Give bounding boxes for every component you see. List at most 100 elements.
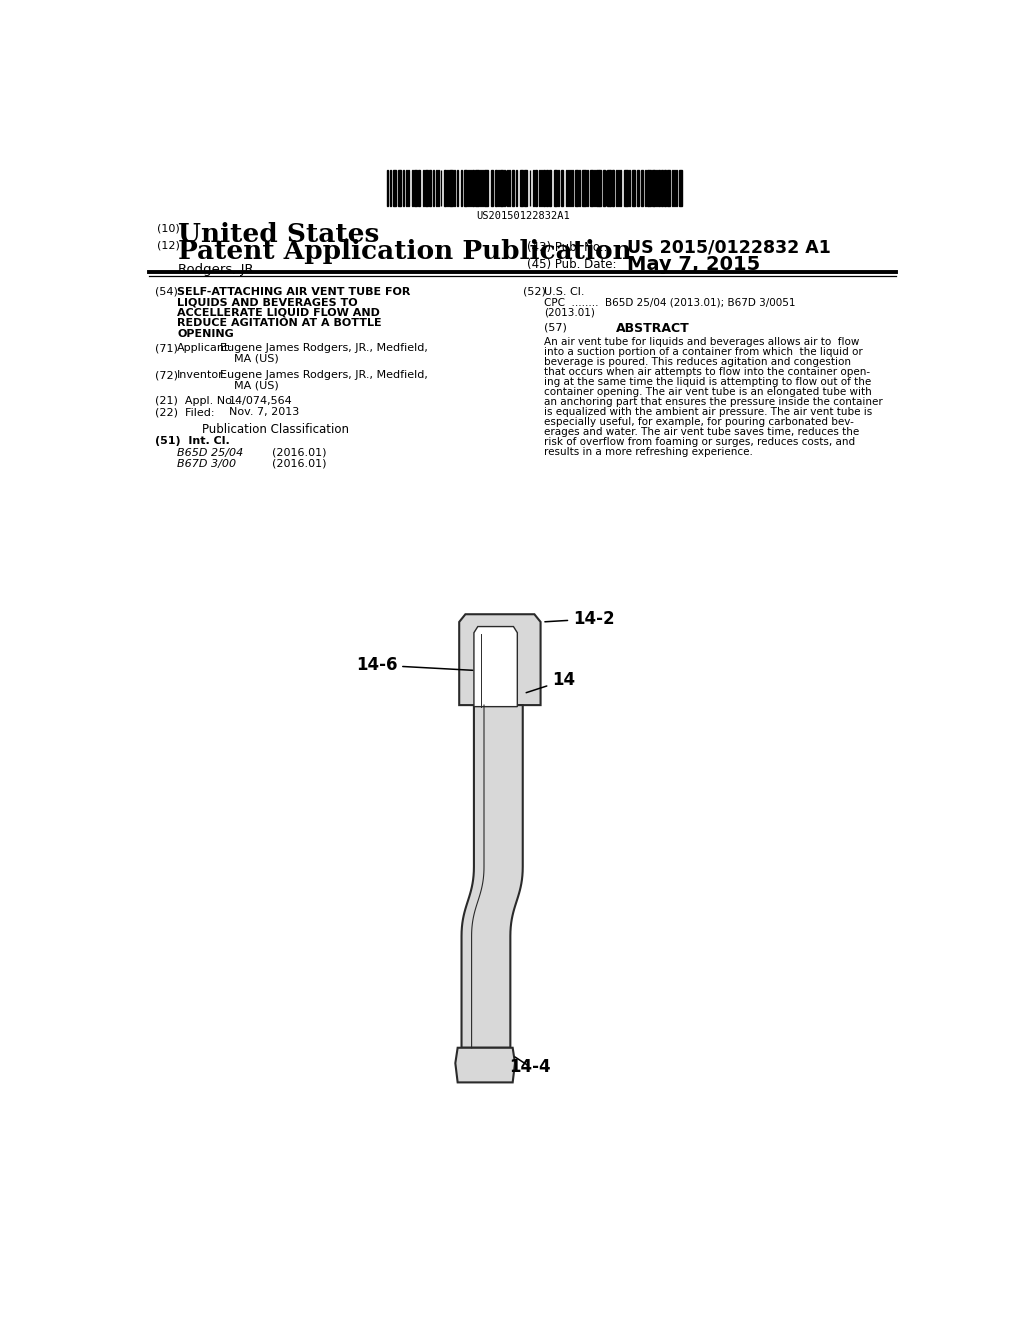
Bar — [557, 170, 558, 206]
Bar — [403, 170, 404, 206]
Bar — [465, 170, 467, 206]
Text: (2016.01): (2016.01) — [271, 459, 326, 469]
Bar — [660, 170, 662, 206]
Text: 14: 14 — [526, 672, 575, 693]
Text: U.S. Cl.: U.S. Cl. — [544, 286, 584, 297]
Bar — [429, 170, 430, 206]
Bar — [590, 170, 593, 206]
Bar — [641, 170, 642, 206]
Bar — [451, 170, 452, 206]
Bar — [494, 170, 496, 206]
Text: that occurs when air attempts to flow into the container open-: that occurs when air attempts to flow in… — [544, 367, 870, 378]
Text: LIQUIDS AND BEVERAGES TO: LIQUIDS AND BEVERAGES TO — [177, 297, 358, 308]
Bar — [418, 170, 419, 206]
Text: Nov. 7, 2013: Nov. 7, 2013 — [229, 407, 299, 417]
Text: SELF-ATTACHING AIR VENT TUBE FOR: SELF-ATTACHING AIR VENT TUBE FOR — [177, 286, 410, 297]
Bar — [472, 170, 474, 206]
Text: erages and water. The air vent tube saves time, reduces the: erages and water. The air vent tube save… — [544, 428, 859, 437]
Text: B67D 3/00: B67D 3/00 — [177, 459, 236, 469]
Bar — [524, 170, 526, 206]
Text: into a suction portion of a container from which  the liquid or: into a suction portion of a container fr… — [544, 347, 862, 356]
Text: Eugene James Rodgers, JR., Medfield,: Eugene James Rodgers, JR., Medfield, — [220, 370, 428, 380]
Text: beverage is poured. This reduces agitation and congestion: beverage is poured. This reduces agitati… — [544, 358, 851, 367]
Bar — [648, 170, 651, 206]
Bar — [615, 170, 616, 206]
Text: May 7, 2015: May 7, 2015 — [627, 256, 760, 275]
Text: (2013.01): (2013.01) — [544, 308, 595, 317]
Bar — [397, 170, 399, 206]
Text: results in a more refreshing experience.: results in a more refreshing experience. — [544, 447, 753, 457]
Bar — [678, 170, 681, 206]
Text: Publication Classification: Publication Classification — [202, 422, 348, 436]
Text: ACCELLERATE LIQUID FLOW AND: ACCELLERATE LIQUID FLOW AND — [177, 308, 380, 318]
Text: United States: United States — [177, 222, 379, 247]
Bar — [392, 170, 396, 206]
Text: (12): (12) — [157, 240, 179, 251]
Bar — [568, 170, 569, 206]
Bar — [596, 170, 598, 206]
Bar — [548, 170, 551, 206]
Text: OPENING: OPENING — [177, 329, 233, 338]
Bar — [578, 170, 580, 206]
Bar — [545, 170, 547, 206]
Text: (43) Pub. No.:: (43) Pub. No.: — [526, 240, 606, 253]
Polygon shape — [474, 627, 517, 706]
Text: (52): (52) — [522, 286, 545, 297]
Bar — [453, 170, 454, 206]
Text: MA (US): MA (US) — [234, 380, 279, 391]
Bar — [432, 170, 434, 206]
Text: (2016.01): (2016.01) — [271, 447, 326, 458]
Text: (10): (10) — [157, 223, 179, 234]
Bar — [484, 170, 487, 206]
Bar — [651, 170, 653, 206]
Bar — [542, 170, 545, 206]
Polygon shape — [461, 705, 522, 1048]
Bar — [554, 170, 556, 206]
Bar — [448, 170, 450, 206]
Text: (54): (54) — [155, 286, 178, 297]
Text: ing at the same time the liquid is attempting to flow out of the: ing at the same time the liquid is attem… — [544, 378, 871, 387]
Text: B65D 25/04: B65D 25/04 — [177, 447, 244, 458]
Text: (21)  Appl. No.:: (21) Appl. No.: — [155, 396, 239, 405]
Bar — [666, 170, 669, 206]
Text: container opening. The air vent tube is an elongated tube with: container opening. The air vent tube is … — [544, 387, 871, 397]
Text: Inventor:: Inventor: — [177, 370, 227, 380]
Text: An air vent tube for liquids and beverages allows air to  flow: An air vent tube for liquids and beverag… — [544, 337, 859, 347]
Text: Applicant:: Applicant: — [177, 343, 233, 354]
Bar — [475, 170, 478, 206]
Text: REDUCE AGITATION AT A BOTTLE: REDUCE AGITATION AT A BOTTLE — [177, 318, 381, 329]
Bar — [512, 170, 514, 206]
Bar — [535, 170, 537, 206]
Bar — [619, 170, 621, 206]
Bar — [443, 170, 445, 206]
Text: Eugene James Rodgers, JR., Medfield,: Eugene James Rodgers, JR., Medfield, — [220, 343, 428, 354]
Text: 14-6: 14-6 — [356, 656, 472, 675]
Text: MA (US): MA (US) — [234, 354, 279, 363]
Bar — [519, 170, 523, 206]
Text: (57): (57) — [544, 322, 567, 333]
Bar — [582, 170, 586, 206]
Text: (51)  Int. Cl.: (51) Int. Cl. — [155, 436, 230, 446]
Bar — [414, 170, 417, 206]
Bar — [657, 170, 659, 206]
Text: (45) Pub. Date:: (45) Pub. Date: — [526, 257, 615, 271]
Text: Patent Application Publication: Patent Application Publication — [177, 239, 631, 264]
Text: (72): (72) — [155, 370, 178, 380]
Text: an anchoring part that ensures the pressure inside the container: an anchoring part that ensures the press… — [544, 397, 882, 407]
Bar — [490, 170, 493, 206]
Bar — [516, 170, 517, 206]
Text: ABSTRACT: ABSTRACT — [615, 322, 689, 335]
Bar — [446, 170, 448, 206]
Bar — [636, 170, 638, 206]
Text: US 2015/0122832 A1: US 2015/0122832 A1 — [627, 239, 830, 256]
Polygon shape — [459, 614, 540, 705]
Bar — [603, 170, 604, 206]
Bar — [606, 170, 609, 206]
Text: risk of overflow from foaming or surges, reduces costs, and: risk of overflow from foaming or surges,… — [544, 437, 855, 447]
Text: 14/074,564: 14/074,564 — [229, 396, 292, 405]
Bar — [499, 170, 502, 206]
Text: US20150122832A1: US20150122832A1 — [476, 211, 569, 220]
Bar — [624, 170, 628, 206]
Text: Rodgers, JR.: Rodgers, JR. — [177, 263, 257, 276]
Bar — [575, 170, 577, 206]
